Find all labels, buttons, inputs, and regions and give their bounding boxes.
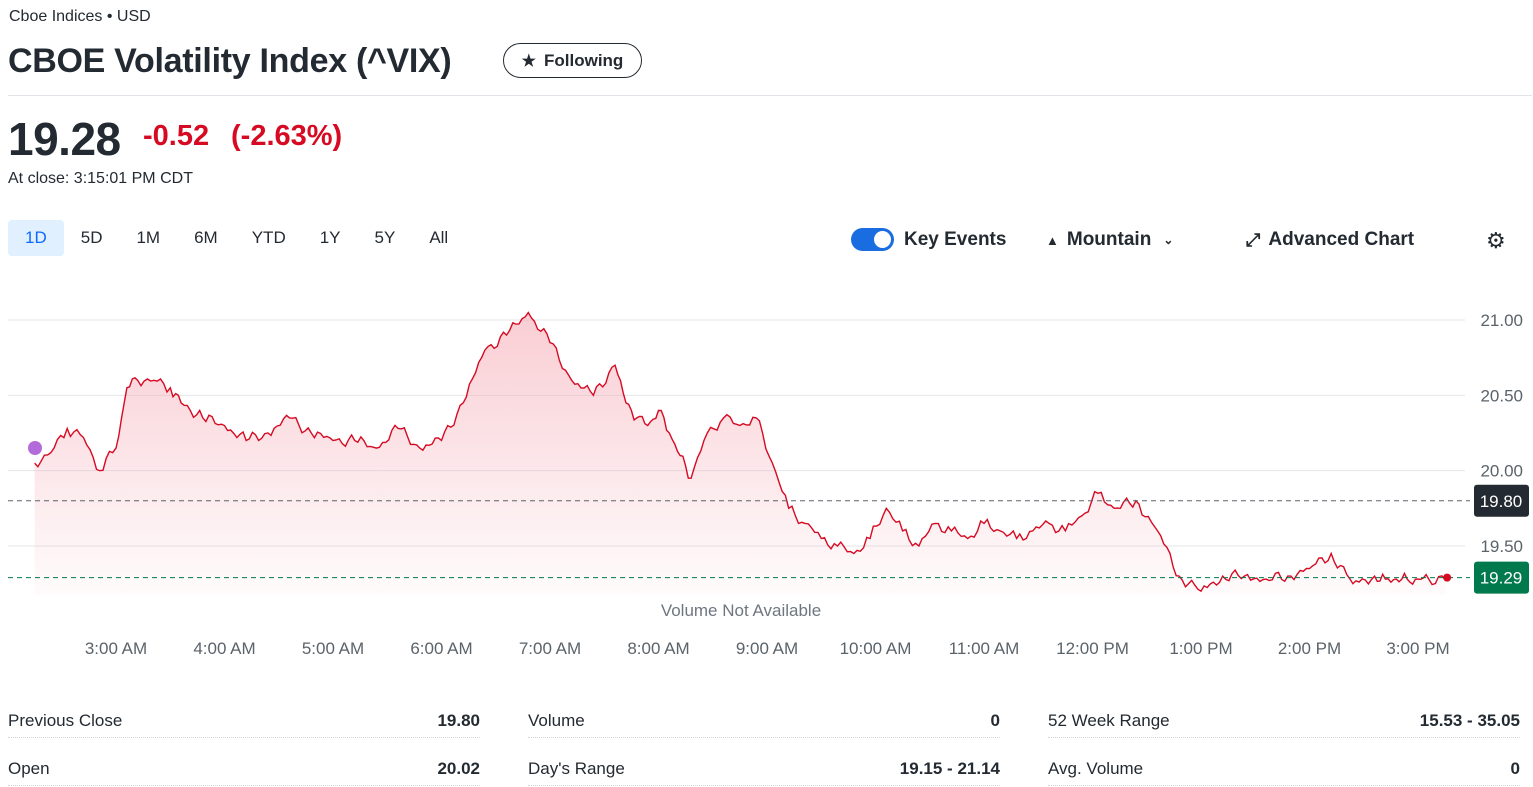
range-5y-button[interactable]: 5Y [374,228,396,247]
gear-icon[interactable]: ⚙ [1486,228,1506,253]
range-ytd-button[interactable]: YTD [251,228,286,247]
price-value: 19.28 [8,113,121,165]
y-tick-label: 20.50 [1480,386,1523,405]
price-line [34,311,1446,593]
toggle-knob [874,231,891,248]
stat-value: 0 [990,710,1000,730]
price-chart[interactable]: 21.00 20.50 20.00 19.50 19.80 19.29 Volume Not… [0,280,1533,680]
last-price-badge [1474,561,1529,594]
key-events-label[interactable]: Key Events [904,229,1007,250]
y-tick-label: 20.00 [1480,462,1523,481]
x-tick-label: 10:00 AM [840,639,912,658]
stat-value: 19.15 - 21.14 [899,758,1000,778]
x-tick-label: 4:00 AM [193,639,255,658]
previous-close-badge-label: 19.80 [1480,492,1523,511]
stat-volume: Volume 0 [528,704,1000,738]
x-tick-label: 9:00 AM [736,639,798,658]
stat-avg-volume: Avg. Volume 0 [1048,752,1520,786]
exchange-label: Cboe Indices • USD [9,8,151,25]
stat-value: 15.53 - 35.05 [1419,710,1520,730]
expand-icon: ⤢ [1246,229,1261,250]
stat-label: 52 Week Range [1048,710,1170,730]
key-event-marker[interactable] [28,441,42,455]
range-selector: 1D 5D 1M 6M YTD 1Y 5Y All [8,220,465,256]
mountain-icon: ▲ [1046,232,1059,248]
star-icon: ★ [521,52,536,70]
range-1d-button[interactable]: 1D [8,220,64,256]
price-change: -0.52 [143,120,210,152]
price-change-percent: (-2.63%) [231,120,343,152]
x-tick-label: 12:00 PM [1056,639,1129,658]
advanced-chart-button[interactable]: ⤢ Advanced Chart [1246,229,1414,251]
volume-note: Volume Not Available [661,601,821,620]
stat-value: 19.80 [437,710,480,730]
stat-open: Open 20.02 [8,752,480,786]
advanced-chart-label: Advanced Chart [1268,229,1415,250]
range-6m-button[interactable]: 6M [194,228,218,247]
stat-label: Volume [528,710,585,730]
last-price-dot [1443,573,1452,582]
header-divider [8,95,1532,96]
range-all-button[interactable]: All [429,228,449,247]
range-1y-button[interactable]: 1Y [319,228,341,247]
page-title: CBOE Volatility Index (^VIX) [8,42,452,80]
stat-label: Day's Range [528,758,625,778]
price-area [34,312,1446,595]
chart-type-label: Mountain [1066,229,1152,250]
stat-value: 0 [1510,758,1520,778]
x-tick-label: 8:00 AM [627,639,689,658]
previous-close-badge [1474,484,1529,517]
x-tick-label: 6:00 AM [410,639,472,658]
chevron-down-icon: ⌄ [1163,233,1174,247]
stat-days-range: Day's Range 19.15 - 21.14 [528,752,1000,786]
x-tick-label: 2:00 PM [1278,639,1341,658]
range-1m-button[interactable]: 1M [136,228,161,247]
stat-label: Previous Close [8,710,123,730]
x-tick-label: 1:00 PM [1169,639,1232,658]
following-button[interactable]: ★ Following [503,43,642,78]
stat-label: Avg. Volume [1048,758,1144,778]
key-events-toggle[interactable] [851,228,894,251]
y-tick-label: 21.00 [1480,311,1523,330]
x-tick-label: 5:00 AM [302,639,364,658]
range-5d-button[interactable]: 5D [80,228,103,247]
x-tick-label: 3:00 AM [85,639,147,658]
x-tick-label: 7:00 AM [519,639,581,658]
stat-value: 20.02 [437,758,480,778]
stat-52-week-range: 52 Week Range 15.53 - 35.05 [1048,704,1520,738]
chart-type-dropdown[interactable]: ▲ Mountain ⌄ [1046,229,1173,251]
following-label: Following [544,50,624,70]
stat-label: Open [8,758,50,778]
stat-previous-close: Previous Close 19.80 [8,704,480,738]
x-tick-label: 3:00 PM [1386,639,1449,658]
y-tick-label: 19.50 [1480,537,1523,556]
close-time: At close: 3:15:01 PM CDT [8,170,193,187]
last-price-badge-label: 19.29 [1480,569,1523,588]
x-tick-label: 11:00 AM [949,639,1020,658]
